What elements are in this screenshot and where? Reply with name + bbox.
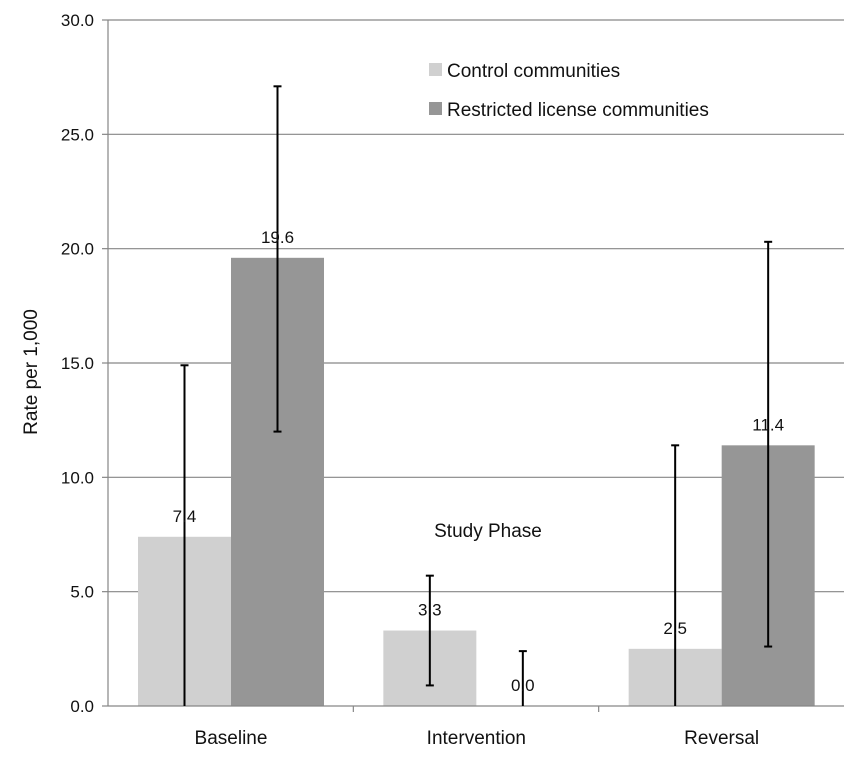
y-tick-label-1: 5.0 [70,583,94,602]
x-tick-label-1: Intervention [427,728,526,749]
x-tick-label-0: Baseline [195,728,268,749]
legend: Control communities Restricted license c… [429,61,709,121]
y-tick-label-0: 0.0 [70,697,94,716]
bars [138,257,815,706]
y-tick-label-4: 20.0 [61,240,94,259]
error-bars [180,85,773,706]
axes: 0.0 5.0 10.0 15.0 20.0 25.0 30.0 Baseline Interv… [61,11,844,749]
data-label-restricted-2: 11.4 [752,415,784,434]
x-axis-title: Study Phase [434,521,542,542]
y-tick-label-3: 15.0 [61,354,94,373]
y-tick-label-2: 10.0 [61,468,94,487]
legend-label-control: Control communities [447,61,620,82]
y-tick-label-5: 25.0 [61,125,94,144]
y-axis-title: Rate per 1,000 [21,309,42,435]
data-label-restricted-0: 19.6 [261,228,294,247]
legend-swatch-restricted [429,102,442,115]
x-tick-label-2: Reversal [684,728,759,749]
legend-label-restricted: Restricted license communities [447,100,709,121]
y-tick-label-6: 30.0 [61,11,94,30]
data-label-restricted-1: 0.0 [511,676,535,695]
gridlines [108,19,844,593]
legend-swatch-control [429,63,442,76]
data-label-control-0: 7.4 [173,507,197,526]
data-label-control-2: 2.5 [663,619,687,638]
data-labels: 7.4 3.3 2.5 19.6 0.0 11.4 [173,228,784,695]
data-label-control-1: 3.3 [418,601,442,620]
